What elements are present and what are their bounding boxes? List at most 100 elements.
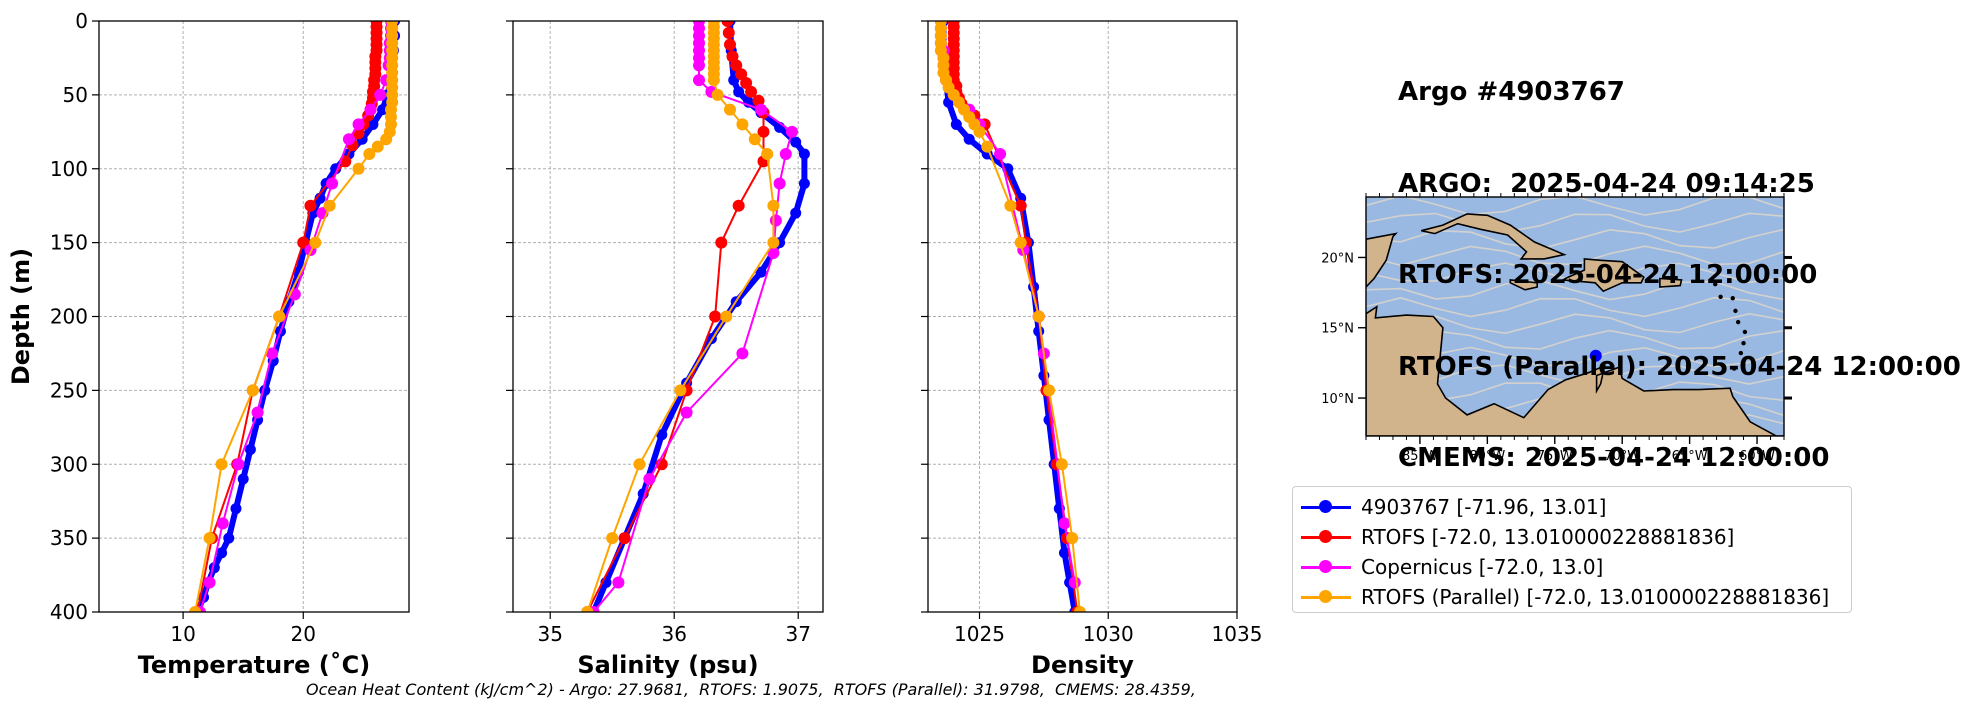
legend-swatch-rtofs: [1301, 527, 1351, 547]
point-rtofs: [732, 199, 745, 212]
point-copernicus: [693, 74, 705, 87]
x-tick-label-1: 1030: [1083, 622, 1134, 646]
point-rtofs_parallel: [1043, 384, 1056, 397]
point-rtofs_parallel: [761, 147, 774, 160]
title-block: Argo #4903767 ARGO: 2025-04-24 09:14:25 …: [1398, 16, 1961, 504]
island-0: [1731, 366, 1737, 371]
point-copernicus: [693, 59, 705, 72]
map-lat-label: 20°N: [1321, 251, 1354, 266]
x-tick-label-1: 20: [291, 622, 316, 646]
point-rtofs_parallel: [363, 147, 376, 160]
point-argo: [377, 104, 389, 116]
series-layer: [934, 21, 1086, 612]
title-line-rtofs-parallel-time: RTOFS (Parallel): 2025-04-24 12:00:00: [1398, 351, 1961, 382]
point-argo: [230, 503, 242, 515]
island-2: [1741, 341, 1746, 346]
island-4: [1733, 308, 1738, 314]
point-rtofs_parallel: [309, 236, 322, 249]
point-rtofs: [618, 532, 631, 545]
streamline: [1366, 312, 1784, 335]
point-rtofs_parallel: [606, 532, 619, 545]
map-lon-label: 85°W: [1402, 449, 1438, 464]
point-rtofs_parallel: [352, 162, 365, 175]
legend-label-rtofs-parallel: RTOFS (Parallel) [-72.0, 13.010000228881…: [1361, 585, 1830, 609]
x-tick-label-2: 1035: [1212, 622, 1263, 646]
point-copernicus: [364, 103, 377, 116]
island-1: [1738, 350, 1744, 356]
point-rtofs: [721, 21, 734, 27]
point-argo: [367, 118, 379, 130]
point-argo: [1033, 325, 1045, 337]
land-5: [1659, 277, 1683, 288]
y-tick-label-3: 150: [50, 231, 88, 255]
land-2: [1421, 213, 1567, 260]
point-rtofs_parallel: [767, 236, 780, 249]
point-copernicus: [680, 406, 693, 419]
island-7: [1730, 296, 1735, 301]
point-copernicus: [1058, 517, 1071, 530]
point-rtofs_parallel: [707, 74, 720, 87]
point-argo: [798, 178, 810, 190]
point-rtofs_parallel: [380, 133, 393, 146]
point-copernicus: [1068, 576, 1081, 589]
point-rtofs: [745, 85, 758, 98]
point-rtofs: [730, 59, 743, 72]
point-rtofs: [724, 38, 736, 51]
streamline: [1366, 212, 1784, 233]
ocean-heat-content-note: Ocean Heat Content (kJ/cm^2) - Argo: 27.…: [306, 680, 1196, 699]
y-tick-label-1: 50: [63, 83, 88, 107]
point-rtofs_parallel: [748, 133, 761, 146]
point-rtofs_parallel: [1014, 236, 1027, 249]
x-tick-label-2: 37: [785, 622, 810, 646]
point-rtofs_parallel: [981, 140, 994, 153]
point-argo: [656, 429, 668, 441]
x-tick-label-0: 35: [537, 622, 562, 646]
point-copernicus: [342, 133, 355, 146]
map-body: [1366, 197, 1784, 436]
point-argo: [223, 532, 235, 544]
x-axis-label: Salinity (psu): [577, 651, 758, 679]
point-rtofs_parallel: [581, 606, 594, 612]
y-tick-label-2: 100: [50, 157, 88, 181]
point-rtofs: [722, 26, 735, 39]
point-rtofs_parallel: [973, 125, 986, 138]
island-8: [1742, 329, 1748, 335]
y-tick-label-7: 350: [50, 526, 88, 550]
point-argo: [798, 148, 810, 160]
point-rtofs_parallel: [633, 458, 646, 471]
legend-item-rtofs-parallel: RTOFS (Parallel) [-72.0, 13.010000228881…: [1301, 583, 1829, 611]
map-lon-label: 65°W: [1672, 449, 1708, 464]
point-rtofs_parallel: [736, 118, 749, 131]
point-rtofs_parallel: [1055, 458, 1068, 471]
point-rtofs_parallel: [189, 606, 202, 612]
point-copernicus: [643, 473, 656, 486]
point-argo: [963, 133, 975, 145]
island-6: [1713, 281, 1718, 287]
point-copernicus: [203, 576, 216, 589]
legend-item-copernicus: Copernicus [-72.0, 13.0]: [1301, 553, 1603, 581]
point-rtofs_parallel: [203, 532, 216, 545]
map-lat-label: 10°N: [1321, 392, 1354, 407]
point-rtofs_parallel: [711, 88, 724, 101]
x-axis-label: Density: [1031, 651, 1134, 679]
point-copernicus: [767, 246, 780, 259]
point-rtofs: [740, 77, 753, 90]
point-copernicus: [612, 576, 625, 589]
legend-label-copernicus: Copernicus [-72.0, 13.0]: [1361, 555, 1604, 579]
legend-item-rtofs: RTOFS [-72.0, 13.010000228881836]: [1301, 523, 1734, 551]
point-rtofs_parallel: [1066, 532, 1079, 545]
point-rtofs: [297, 236, 310, 249]
series-layer: [581, 21, 810, 612]
map-lat-label: 15°N: [1321, 322, 1354, 337]
streamline: [1366, 245, 1784, 267]
point-rtofs_parallel: [767, 199, 780, 212]
point-copernicus: [736, 347, 749, 360]
streamline: [1366, 279, 1784, 301]
point-argo: [755, 266, 767, 278]
point-copernicus: [786, 125, 798, 138]
point-copernicus: [266, 347, 279, 360]
y-tick-label-8: 400: [50, 600, 88, 624]
point-copernicus: [326, 177, 339, 190]
point-copernicus: [755, 103, 767, 116]
